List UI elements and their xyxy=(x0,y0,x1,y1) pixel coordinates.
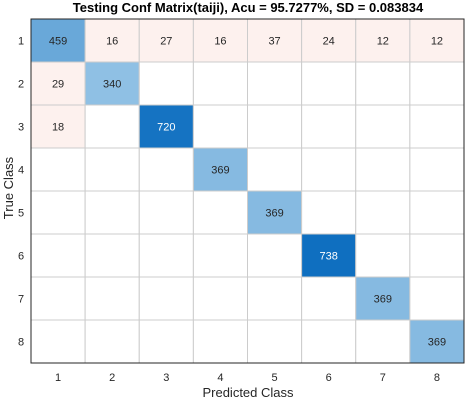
matrix-cell xyxy=(301,276,357,321)
cell-value-label: 12 xyxy=(377,36,389,48)
matrix-cell xyxy=(84,190,140,235)
matrix-cell xyxy=(138,147,194,192)
cell-value-label: 720 xyxy=(157,122,175,134)
cell-value-label: 340 xyxy=(103,79,121,91)
matrix-cell xyxy=(247,319,303,364)
matrix-cell xyxy=(355,276,411,321)
cell-value-label: 29 xyxy=(52,79,64,91)
matrix-cell xyxy=(355,104,411,149)
x-tick-label: 2 xyxy=(109,372,115,384)
y-axis-label: True Class xyxy=(1,156,16,219)
y-tick-label: 7 xyxy=(18,294,24,306)
x-tick-label: 4 xyxy=(217,372,223,384)
cell-value-label: 24 xyxy=(323,36,335,48)
matrix-cell xyxy=(84,233,140,278)
matrix-cell xyxy=(138,233,194,278)
x-axis-label: Predicted Class xyxy=(202,385,294,400)
matrix-cell xyxy=(84,319,140,364)
matrix-cells: 459 16 27 16 37 24 12 12 29 340 18 720 369 369 738 369 3… xyxy=(30,18,465,364)
y-tick-labels: 1 2 3 4 5 6 7 8 xyxy=(18,36,24,349)
x-tick-label: 1 xyxy=(55,372,61,384)
matrix-cell xyxy=(192,104,248,149)
matrix-cell xyxy=(409,276,465,321)
cell-value-label: 369 xyxy=(265,208,283,220)
matrix-cell xyxy=(355,190,411,235)
plot-border xyxy=(30,18,465,364)
y-tick-label: 4 xyxy=(18,165,24,177)
matrix-cell xyxy=(301,61,357,106)
matrix-cell xyxy=(192,61,248,106)
matrix-cell xyxy=(247,276,303,321)
matrix-cell xyxy=(30,276,86,321)
y-tick-label: 3 xyxy=(18,122,24,134)
matrix-cell xyxy=(84,276,140,321)
y-tick-label: 2 xyxy=(18,79,24,91)
cell-value-label: 16 xyxy=(214,36,226,48)
matrix-cell xyxy=(138,276,194,321)
matrix-cell xyxy=(247,147,303,192)
matrix-cell xyxy=(301,319,357,364)
matrix-cell xyxy=(30,147,86,192)
cell-value-label: 16 xyxy=(106,36,118,48)
matrix-cell xyxy=(409,190,465,235)
y-tick-label: 5 xyxy=(18,208,24,220)
matrix-cell xyxy=(30,190,86,235)
matrix-cell xyxy=(409,18,465,63)
matrix-cell xyxy=(409,319,465,364)
y-tick-label: 8 xyxy=(18,337,24,349)
matrix-cell xyxy=(138,104,194,149)
matrix-cell xyxy=(409,104,465,149)
matrix-cell xyxy=(301,104,357,149)
matrix-cell xyxy=(409,61,465,106)
matrix-cell xyxy=(138,190,194,235)
matrix-cell xyxy=(247,104,303,149)
matrix-cell xyxy=(355,233,411,278)
x-tick-label: 8 xyxy=(434,372,440,384)
cell-value-label: 18 xyxy=(52,122,64,134)
matrix-cell xyxy=(30,18,86,63)
matrix-cell xyxy=(84,18,140,63)
x-tick-label: 7 xyxy=(380,372,386,384)
matrix-cell xyxy=(409,147,465,192)
matrix-cell xyxy=(84,104,140,149)
matrix-cell xyxy=(355,147,411,192)
matrix-cell xyxy=(301,18,357,63)
matrix-cell xyxy=(301,190,357,235)
matrix-cell xyxy=(84,147,140,192)
matrix-cell xyxy=(247,233,303,278)
x-tick-label: 6 xyxy=(326,372,332,384)
matrix-cell xyxy=(409,233,465,278)
matrix-cell xyxy=(355,61,411,106)
matrix-cell xyxy=(84,61,140,106)
x-tick-label: 5 xyxy=(272,372,278,384)
cell-value-label: 37 xyxy=(268,36,280,48)
y-tick-label: 1 xyxy=(18,36,24,48)
x-tick-label: 3 xyxy=(163,372,169,384)
cell-value-label: 12 xyxy=(431,36,443,48)
matrix-cell xyxy=(138,61,194,106)
cell-value-label: 738 xyxy=(320,251,338,263)
matrix-cell xyxy=(192,190,248,235)
cell-value-label: 369 xyxy=(428,337,446,349)
matrix-cell xyxy=(301,147,357,192)
cell-value-label: 459 xyxy=(49,36,67,48)
matrix-cell xyxy=(30,233,86,278)
matrix-cell xyxy=(30,319,86,364)
matrix-cell xyxy=(247,61,303,106)
cell-value-label: 369 xyxy=(374,294,392,306)
matrix-cell xyxy=(192,233,248,278)
matrix-cell xyxy=(192,319,248,364)
y-tick-label: 6 xyxy=(18,251,24,263)
chart-title: Testing Conf Matrix(taiji), Acu = 95.727… xyxy=(73,0,424,15)
cell-value-label: 369 xyxy=(211,165,229,177)
matrix-cell xyxy=(138,319,194,364)
matrix-cell xyxy=(247,190,303,235)
cell-value-label: 27 xyxy=(160,36,172,48)
x-tick-labels: 1 2 3 4 5 6 7 8 xyxy=(55,372,440,384)
matrix-cell xyxy=(192,276,248,321)
matrix-cell xyxy=(355,319,411,364)
